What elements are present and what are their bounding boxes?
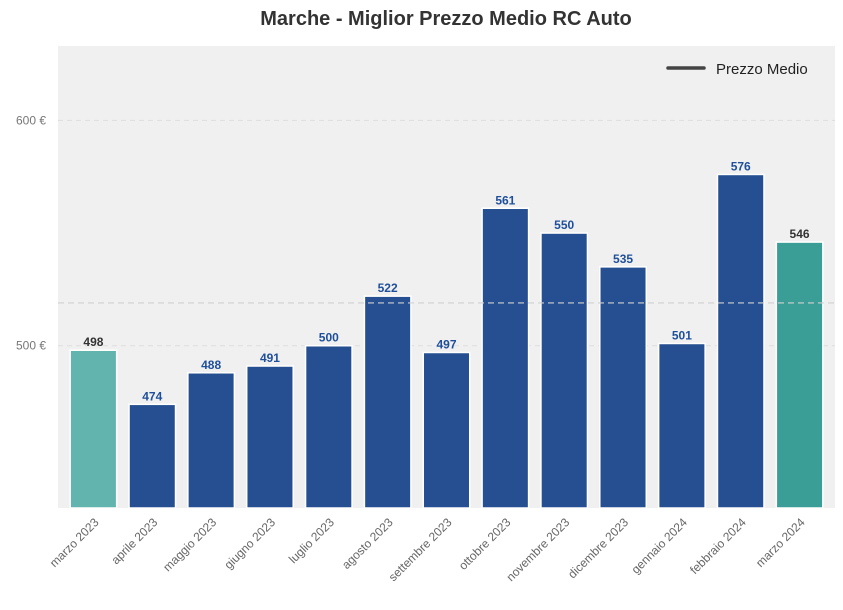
bar [657,342,706,509]
x-tick-label: dicembre 2023 [565,515,631,581]
bar-value-label: 576 [731,159,751,173]
x-tick-label: agosto 2023 [339,515,396,572]
bar-value-label: 501 [672,328,692,342]
x-tick-label: aprile 2023 [108,515,160,567]
value-labels-layer: 498 474 488 491 500 522 497 561 550 535 501 576 546 [83,159,810,403]
bar [422,351,471,509]
bar [69,349,118,509]
bar-value-label: 497 [436,337,456,351]
bar-value-label: 500 [319,331,339,345]
x-tick-label: maggio 2023 [160,515,219,574]
x-tick-label: giugno 2023 [221,515,278,572]
y-tick-label: 600 € [16,113,46,127]
bar-value-label: 498 [83,335,103,349]
x-tick-label: settembre 2023 [386,515,455,584]
bar [128,403,177,509]
bar-value-label: 535 [613,252,633,266]
bar [481,207,530,509]
bar-value-label: 491 [260,351,280,365]
x-tick-label: ottobre 2023 [456,515,514,573]
bar-value-label: 546 [790,227,810,241]
bar [775,241,824,509]
bar-value-label: 488 [201,358,221,372]
grid-layer [58,119,835,347]
legend-label: Prezzo Medio [716,61,808,78]
chart-title: Marche - Miglior Prezzo Medio RC Auto [260,8,632,30]
x-tick-label: marzo 2024 [753,515,808,570]
x-tick-label: novembre 2023 [503,515,572,584]
y-axis-ticks: 500 € 600 € [16,113,46,352]
y-tick-label: 500 € [16,339,46,353]
bar-value-label: 561 [495,193,515,207]
bar [716,173,765,509]
bar [599,266,648,509]
x-tick-label: marzo 2023 [47,515,102,570]
bar [540,232,589,509]
x-tick-label: luglio 2023 [286,515,337,566]
x-tick-label: gennaio 2024 [629,515,691,577]
bars-layer [69,173,824,509]
x-axis-ticks: marzo 2023 aprile 2023 maggio 2023 giugno 2… [47,515,808,584]
legend: Prezzo Medio [666,61,808,78]
bar [187,372,236,509]
bar-value-label: 474 [142,389,162,403]
bar [363,295,412,509]
bar-value-label: 522 [378,281,398,295]
bar-value-label: 550 [554,218,574,232]
bar [304,344,353,509]
x-tick-label: febbraio 2024 [687,515,749,577]
bar [245,365,294,509]
